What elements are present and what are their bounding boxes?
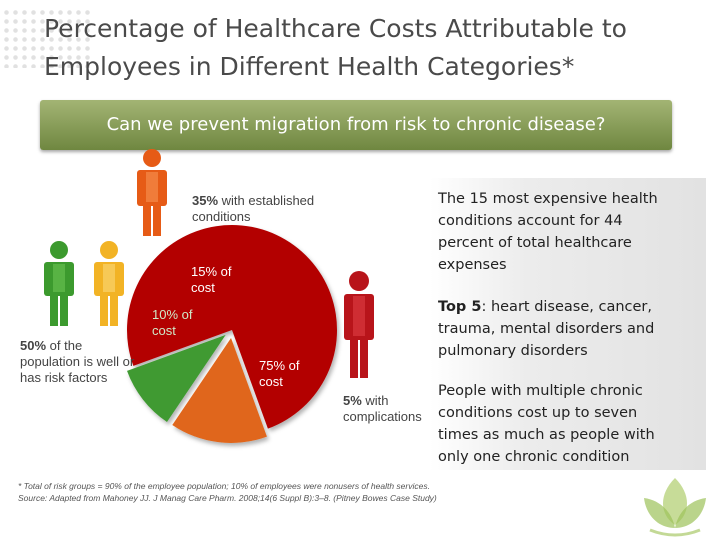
- top-five-text: Top 5: heart disease, cancer, trauma, me…: [438, 299, 655, 359]
- slice-label-15: 15% of cost: [191, 264, 232, 295]
- green-person-icon: [44, 241, 74, 326]
- complications-label: 5% with complications: [343, 393, 422, 424]
- expensive-conditions-text: The 15 most expensive health conditions …: [438, 191, 658, 273]
- right-panel-background: [430, 178, 706, 470]
- slice-label-75: 75% of cost: [259, 358, 300, 389]
- yellow-person-icon: [94, 241, 124, 326]
- orange-person-icon: [137, 149, 167, 236]
- banner-text: Can we prevent migration from risk to ch…: [106, 114, 606, 135]
- pie-slice-75: [127, 225, 338, 429]
- pie-slice-15: [172, 337, 267, 443]
- multiple-chronic-text: People with multiple chronic conditions …: [438, 383, 655, 465]
- decorative-dots: [2, 8, 92, 68]
- slice-label-10: 10% of cost: [152, 307, 193, 338]
- page-title: Percentage of Healthcare Costs Attributa…: [44, 14, 627, 81]
- well-population-label: 50% of the population is well or has ris…: [20, 338, 135, 385]
- footnote: * Total of risk groups = 90% of the empl…: [18, 480, 538, 504]
- leaf-logo-icon: [644, 478, 706, 537]
- footnote-line-1: * Total of risk groups = 90% of the empl…: [18, 481, 430, 491]
- question-banner: Can we prevent migration from risk to ch…: [40, 100, 672, 150]
- pie-slice-10: [127, 334, 226, 422]
- established-conditions-label: 35% with established conditions: [192, 193, 315, 224]
- red-person-icon: [344, 271, 374, 378]
- footnote-line-2: Source: Adapted from Mahoney JJ. J Manag…: [18, 493, 437, 503]
